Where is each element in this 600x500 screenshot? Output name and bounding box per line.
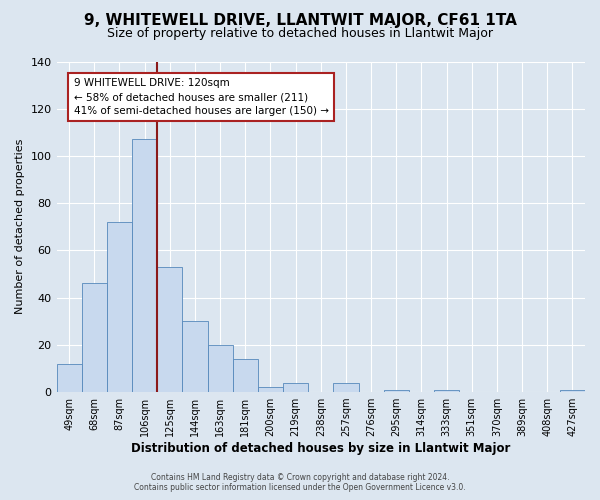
Bar — [258, 388, 283, 392]
Text: 9 WHITEWELL DRIVE: 120sqm
← 58% of detached houses are smaller (211)
41% of semi: 9 WHITEWELL DRIVE: 120sqm ← 58% of detac… — [74, 78, 329, 116]
Bar — [82, 284, 107, 392]
Bar — [383, 390, 409, 392]
Text: 9, WHITEWELL DRIVE, LLANTWIT MAJOR, CF61 1TA: 9, WHITEWELL DRIVE, LLANTWIT MAJOR, CF61… — [83, 12, 517, 28]
Bar — [334, 382, 359, 392]
Bar — [107, 222, 132, 392]
Bar — [56, 364, 82, 392]
Bar — [182, 321, 208, 392]
Text: Size of property relative to detached houses in Llantwit Major: Size of property relative to detached ho… — [107, 28, 493, 40]
X-axis label: Distribution of detached houses by size in Llantwit Major: Distribution of detached houses by size … — [131, 442, 511, 455]
Bar — [233, 359, 258, 392]
Bar — [132, 140, 157, 392]
Bar — [283, 382, 308, 392]
Text: Contains HM Land Registry data © Crown copyright and database right 2024.
Contai: Contains HM Land Registry data © Crown c… — [134, 473, 466, 492]
Bar — [434, 390, 459, 392]
Bar — [560, 390, 585, 392]
Bar — [157, 267, 182, 392]
Y-axis label: Number of detached properties: Number of detached properties — [15, 139, 25, 314]
Bar — [208, 345, 233, 392]
